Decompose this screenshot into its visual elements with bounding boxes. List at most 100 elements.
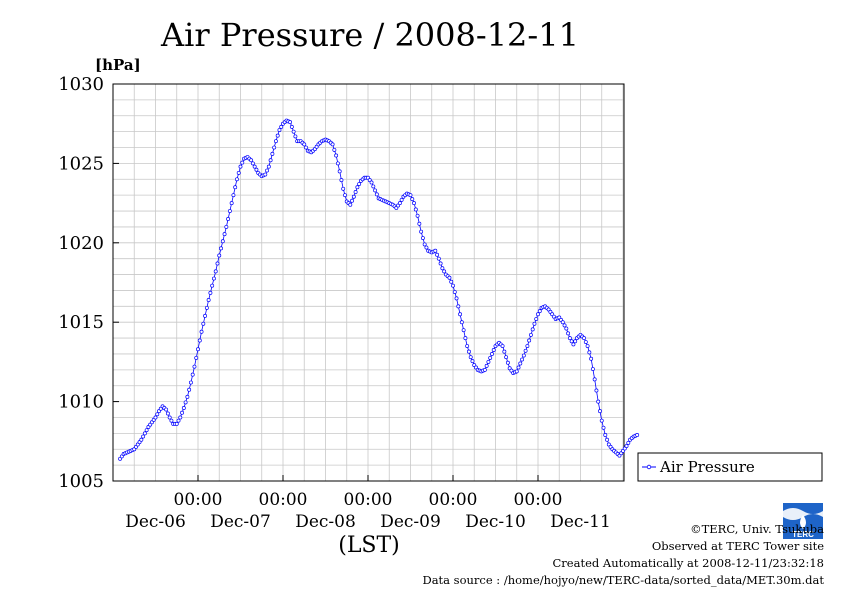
- data-point: [585, 344, 590, 348]
- data-point: [447, 275, 452, 280]
- data-point: [442, 269, 447, 274]
- terc-logo: TERC: [783, 503, 823, 539]
- data-point: [236, 170, 241, 175]
- data-point: [436, 256, 441, 261]
- data-point: [167, 415, 172, 420]
- x-tick-time-label: 00:00: [344, 490, 393, 510]
- data-point: [174, 421, 179, 426]
- data-point: [204, 305, 209, 310]
- data-point: [504, 355, 509, 360]
- footer-copyright: ©TERC, Univ. Tsukuba: [690, 522, 824, 536]
- y-axis: 1005 1010 1015 1020 1025 1030: [58, 74, 119, 492]
- data-point: [468, 355, 473, 360]
- footer-created: Created Automatically at 2008-12-11/23:3…: [552, 556, 825, 570]
- data-point: [291, 129, 296, 134]
- data-point: [413, 207, 418, 212]
- footer-observed: Observed at TERC Tower site: [651, 539, 824, 553]
- data-point: [227, 209, 232, 213]
- data-point: [456, 304, 461, 309]
- data-point: [449, 279, 454, 284]
- y-axis-unit: [hPa]: [95, 56, 141, 74]
- chart-title: Air Pressure / 2008-12-11: [160, 16, 579, 54]
- data-point: [330, 142, 335, 147]
- data-point: [238, 164, 243, 169]
- footer-source: Data source : /home/hojyo/new/TERC-data/…: [422, 573, 824, 587]
- data-point: [229, 201, 234, 206]
- data-point: [488, 355, 493, 360]
- data-point: [536, 312, 540, 317]
- data-point: [596, 399, 601, 404]
- data-point: [463, 336, 468, 341]
- data-point: [335, 161, 340, 166]
- data-point: [181, 406, 186, 410]
- data-point: [530, 327, 535, 332]
- data-point: [263, 172, 268, 177]
- data-point: [505, 360, 510, 365]
- data-point: [272, 145, 277, 150]
- data-point: [219, 246, 223, 251]
- data-point: [435, 252, 440, 257]
- y-tick-label: 1025: [58, 153, 104, 174]
- data-point: [566, 331, 571, 336]
- data-point: [188, 380, 193, 385]
- data-point: [466, 349, 471, 354]
- data-point: [412, 201, 416, 206]
- data-point: [153, 415, 158, 420]
- legend-marker: [646, 464, 652, 470]
- data-point: [288, 120, 293, 125]
- data-point: [514, 369, 519, 374]
- data-point: [454, 296, 459, 301]
- data-point: [417, 221, 422, 226]
- data-point: [528, 332, 533, 337]
- data-point: [582, 336, 586, 341]
- data-point: [486, 359, 491, 364]
- data-point: [141, 434, 146, 439]
- data-point: [213, 269, 218, 274]
- data-point: [523, 348, 528, 353]
- data-point: [220, 239, 225, 244]
- data-point: [373, 188, 378, 193]
- data-point: [302, 142, 307, 147]
- data-point: [187, 387, 192, 392]
- data-point: [334, 153, 339, 158]
- data-point: [422, 242, 427, 247]
- legend-label: Air Pressure: [659, 458, 755, 476]
- data-point: [532, 321, 537, 326]
- y-tick-label: 1030: [58, 74, 104, 95]
- data-point: [571, 342, 576, 347]
- data-point: [332, 147, 337, 152]
- data-point: [266, 164, 271, 169]
- data-point: [520, 357, 525, 362]
- data-point: [458, 312, 463, 317]
- data-point: [624, 444, 629, 449]
- data-point: [249, 158, 254, 163]
- data-point: [215, 261, 220, 266]
- data-point: [197, 338, 202, 343]
- data-point: [500, 344, 505, 348]
- data-point: [206, 298, 211, 302]
- data-point: [603, 433, 608, 437]
- data-point: [371, 184, 376, 189]
- data-point: [583, 340, 588, 344]
- data-point: [420, 236, 425, 240]
- data-point: [265, 168, 270, 173]
- logo-drop-icon: [800, 515, 806, 529]
- data-point: [484, 363, 489, 368]
- x-tick-time-label: 00:00: [259, 490, 308, 510]
- y-tick-label: 1020: [58, 233, 104, 254]
- x-tick-day-label: Dec-09: [380, 512, 441, 532]
- data-point: [350, 198, 355, 203]
- data-point: [226, 217, 231, 221]
- data-point: [353, 190, 358, 194]
- data-point: [461, 328, 466, 333]
- data-point: [268, 158, 273, 163]
- data-point: [470, 359, 475, 364]
- data-point: [374, 192, 379, 197]
- data-point: [452, 290, 457, 294]
- data-point: [289, 124, 294, 129]
- data-point: [183, 400, 188, 405]
- data-point: [231, 193, 236, 198]
- data-point: [199, 329, 204, 334]
- data-point: [203, 313, 208, 318]
